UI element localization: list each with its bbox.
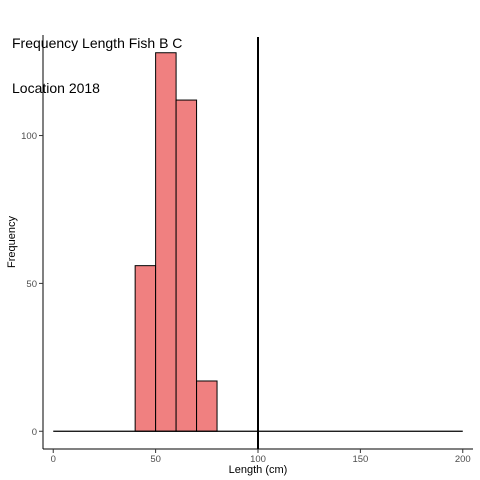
histogram-bar-4 bbox=[196, 380, 218, 432]
y-axis-label: Frequency bbox=[6, 216, 18, 268]
x-axis-label: Length (cm) bbox=[229, 464, 288, 476]
x-tick-label: 150 bbox=[352, 454, 368, 465]
chart-title-line-1: Frequency Length Fish B C bbox=[12, 35, 183, 51]
y-tick-label: 100 bbox=[21, 131, 37, 142]
x-tick-label: 200 bbox=[455, 454, 471, 465]
bars-layer bbox=[134, 52, 218, 432]
histogram-bar-3 bbox=[175, 99, 198, 432]
x-tick-label: 100 bbox=[250, 454, 266, 465]
axes-layer: 0 50 100 150 200 0 50 100 bbox=[21, 35, 473, 465]
reference-lines-layer bbox=[53, 37, 463, 449]
chart-title: Frequency Length Fish B C Location 2018 bbox=[12, 6, 182, 111]
y-tick-label: 50 bbox=[26, 279, 37, 290]
histogram-bar-2 bbox=[155, 52, 177, 432]
x-tick-label: 50 bbox=[150, 454, 161, 465]
histogram-bar-1 bbox=[134, 265, 157, 432]
y-tick-label: 0 bbox=[32, 427, 37, 438]
x-tick-label: 0 bbox=[51, 454, 56, 465]
chart-title-line-2: Location 2018 bbox=[12, 80, 100, 96]
